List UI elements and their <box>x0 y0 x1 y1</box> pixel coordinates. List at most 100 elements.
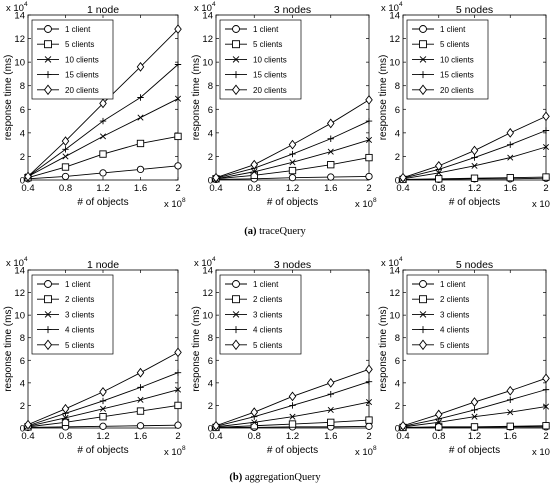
data-point <box>99 98 107 109</box>
y-multiplier: x 10 <box>6 258 24 269</box>
x-multiplier: x 10 <box>164 199 182 210</box>
x-tick-label: 0.4 <box>396 431 409 442</box>
data-point <box>542 173 550 181</box>
data-point <box>136 165 145 174</box>
data-point <box>365 94 373 105</box>
legend-label: 4 clients <box>253 326 282 335</box>
data-point <box>250 171 258 179</box>
legend-label: 10 clients <box>65 55 99 64</box>
data-point <box>327 406 334 413</box>
y-tick-label: 10 <box>202 311 213 322</box>
data-point <box>327 148 334 155</box>
legend-marker <box>418 84 428 96</box>
data-point <box>137 94 144 101</box>
x-tick-label: 2 <box>366 431 371 442</box>
chart-title: 1 node <box>87 4 119 16</box>
legend-label: 5 clients <box>440 40 469 49</box>
data-point <box>212 420 220 431</box>
data-point <box>250 159 259 170</box>
data-point <box>327 161 335 169</box>
legend-marker <box>232 71 240 79</box>
legend-label: 1 client <box>440 25 466 34</box>
data-point <box>542 143 550 151</box>
x-tick-label: 1.6 <box>134 431 147 442</box>
series-3 <box>399 403 550 430</box>
series-5 <box>399 373 550 431</box>
data-point <box>542 422 550 430</box>
y-axis-label: response time (ms) <box>378 306 389 392</box>
data-point <box>435 419 442 426</box>
y-tick-label: 14 <box>202 266 213 277</box>
legend-label: 2 clients <box>440 295 469 304</box>
caption-b-letter: (b) <box>229 472 243 483</box>
legend-label: 5 clients <box>440 341 469 350</box>
y-tick-label: 2 <box>208 401 213 412</box>
y-tick-label: 8 <box>208 333 213 344</box>
y-tick-label: 0 <box>208 176 213 187</box>
data-point <box>24 419 32 430</box>
x-tick-label: 0.4 <box>396 183 409 194</box>
data-point <box>327 173 335 181</box>
legend-box <box>31 19 114 100</box>
legend-label: 10 clients <box>253 55 287 64</box>
legend: 1 client 2 clients 3 clients 4 clients 5 cli… <box>406 274 489 355</box>
data-point <box>288 391 297 402</box>
legend-marker <box>419 311 427 318</box>
x-tick-label: 0.4 <box>21 431 34 442</box>
y-tick-label: 6 <box>395 356 400 367</box>
x-multiplier: x 10 <box>355 199 373 210</box>
data-point <box>542 403 550 410</box>
y-tick-label: 10 <box>202 58 213 69</box>
x-tick-label: 2 <box>366 183 371 194</box>
data-point <box>174 386 182 393</box>
y-tick-label: 2 <box>395 401 400 412</box>
x-axis-label: # of objects <box>267 445 318 456</box>
y-tick-label: 12 <box>202 288 213 299</box>
chart-title: 5 nodes <box>456 4 493 16</box>
legend-marker <box>44 25 52 33</box>
y-tick-label: 10 <box>389 311 400 322</box>
data-point <box>365 172 373 181</box>
data-point <box>289 159 296 166</box>
data-point <box>99 150 107 158</box>
y-tick-label: 4 <box>395 378 400 389</box>
data-point <box>471 154 478 161</box>
data-point <box>288 173 297 182</box>
data-point <box>327 135 334 142</box>
y-tick-label: 8 <box>208 81 213 92</box>
x-tick-label: 0.8 <box>59 431 72 442</box>
data-point <box>251 419 258 426</box>
data-point <box>471 162 478 169</box>
data-point <box>251 168 258 175</box>
x-tick-label: 1.6 <box>324 431 337 442</box>
chart-title: 5 nodes <box>456 259 493 271</box>
legend-marker <box>419 295 427 304</box>
y-tick-label: 6 <box>20 356 25 367</box>
x-tick-label: 2 <box>175 431 180 442</box>
x-multiplier: x 10 <box>164 447 182 458</box>
x-tick-label: 1.6 <box>134 183 147 194</box>
data-point <box>99 117 107 125</box>
data-point <box>99 397 107 405</box>
legend-marker <box>232 280 240 288</box>
legend-marker <box>419 326 427 334</box>
data-point <box>62 153 69 160</box>
x-tick-label: 0.8 <box>432 183 445 194</box>
y-tick-label: 10 <box>14 58 25 69</box>
data-point <box>61 418 70 427</box>
data-point <box>136 407 145 415</box>
legend-label: 20 clients <box>65 86 99 95</box>
y-exponent: 4 <box>399 1 403 8</box>
data-point <box>289 402 296 409</box>
data-point <box>542 373 550 384</box>
y-exponent: 4 <box>24 256 28 263</box>
legend-label: 20 clients <box>440 86 474 95</box>
y-axis-label: response time (ms) <box>378 55 389 141</box>
y-tick-label: 4 <box>208 378 213 389</box>
x-exponent: 8 <box>373 197 377 204</box>
y-tick-label: 2 <box>208 152 213 163</box>
data-point <box>174 347 182 358</box>
x-tick-label: 0.4 <box>209 183 222 194</box>
legend: 1 client 2 clients 3 clients 4 clients 5 cli… <box>219 274 302 355</box>
